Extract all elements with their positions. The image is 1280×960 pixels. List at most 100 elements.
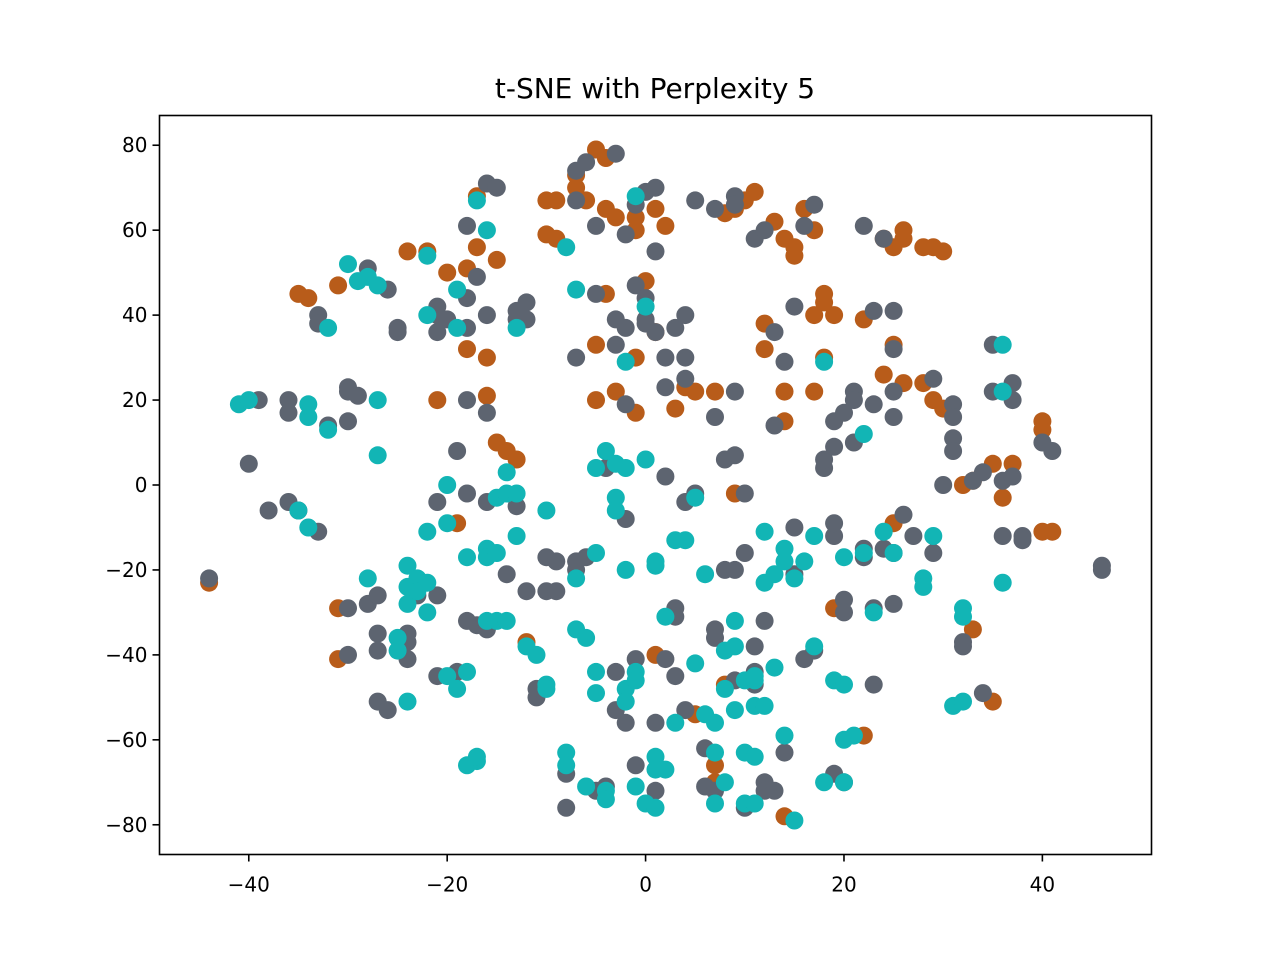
data-point-series-1	[656, 216, 675, 235]
data-point-series-3	[299, 518, 318, 537]
data-point-series-3	[745, 794, 764, 813]
y-tick-label: −60	[105, 728, 147, 752]
data-point-series-2	[646, 781, 665, 800]
data-point-series-2	[567, 191, 586, 210]
data-point-series-1	[706, 756, 724, 775]
data-point-series-1	[825, 306, 844, 325]
data-point-series-2	[428, 323, 447, 342]
data-point-series-3	[755, 696, 774, 715]
x-tick-label: 20	[831, 873, 856, 897]
data-point-series-3	[775, 726, 794, 745]
data-point-series-1	[467, 238, 486, 257]
data-point-series-2	[458, 484, 476, 503]
data-point-series-2	[577, 153, 596, 172]
data-point-series-3	[587, 459, 605, 477]
data-point-series-3	[388, 641, 407, 660]
data-point-series-3	[755, 522, 774, 541]
data-point-series-1	[1043, 522, 1062, 541]
data-point-series-2	[686, 191, 705, 210]
data-point-series-3	[507, 484, 526, 503]
data-point-series-2	[993, 527, 1012, 545]
data-point-series-2	[378, 701, 397, 720]
x-axis: −40 −20 0 20 40	[228, 854, 1055, 897]
data-point-series-1	[477, 386, 496, 405]
data-point-series-3	[596, 790, 615, 809]
data-point-series-3	[954, 607, 972, 626]
data-point-series-1	[438, 263, 457, 282]
data-point-series-1	[487, 250, 506, 269]
data-point-series-3	[577, 628, 596, 647]
data-point-series-3	[438, 476, 457, 494]
data-point-series-2	[785, 518, 804, 537]
data-point-series-2	[835, 603, 853, 622]
data-point-series-1	[329, 276, 348, 295]
data-point-series-3	[785, 811, 804, 830]
data-point-series-2	[706, 408, 724, 426]
y-axis: −80 −60 −40 −20 0 20 40 60 80	[105, 133, 160, 837]
data-point-series-2	[825, 514, 844, 533]
data-point-series-3	[666, 713, 685, 732]
data-point-series-3	[567, 280, 586, 299]
data-point-series-2	[785, 297, 804, 316]
data-point-series-2	[676, 701, 695, 720]
data-point-series-3	[745, 667, 764, 686]
data-point-series-3	[854, 425, 873, 443]
data-point-series-3	[835, 548, 853, 567]
data-point-series-3	[775, 552, 794, 571]
data-point-series-3	[448, 679, 467, 698]
data-point-series-1	[1033, 412, 1052, 431]
data-point-series-3	[775, 539, 794, 558]
data-point-series-2	[616, 225, 635, 244]
x-tick-label: −20	[426, 873, 468, 897]
data-point-series-3	[874, 522, 893, 541]
data-point-series-2	[368, 586, 387, 605]
data-point-series-2	[765, 323, 784, 342]
data-point-series-2	[656, 348, 675, 367]
data-point-series-3	[725, 611, 744, 630]
data-point-series-1	[507, 450, 526, 469]
data-point-series-3	[398, 692, 417, 711]
data-point-series-2	[676, 306, 695, 325]
data-point-series-2	[775, 743, 794, 762]
data-point-series-3	[616, 560, 635, 579]
data-point-series-2	[775, 352, 794, 371]
data-point-series-2	[348, 386, 367, 405]
data-point-series-2	[825, 437, 844, 456]
data-point-series-2	[368, 641, 387, 660]
data-point-series-2	[1043, 442, 1062, 460]
data-point-series-3	[497, 463, 516, 482]
x-tick-label: 40	[1030, 873, 1055, 897]
data-point-series-1	[567, 178, 586, 197]
data-point-series-2	[954, 637, 972, 656]
data-point-series-3	[577, 777, 596, 796]
data-point-series-3	[805, 527, 824, 545]
data-point-series-2	[805, 195, 824, 214]
data-point-series-3	[368, 446, 387, 465]
data-point-series-2	[458, 216, 476, 235]
data-point-series-2	[676, 348, 695, 367]
data-point-series-3	[706, 794, 724, 813]
data-point-series-3	[884, 544, 903, 562]
data-point-series-2	[835, 403, 853, 422]
data-point-series-2	[448, 442, 467, 460]
data-point-series-3	[656, 760, 675, 779]
data-point-series-3	[388, 628, 407, 647]
data-point-series-3	[656, 607, 675, 626]
data-point-series-3	[795, 552, 814, 571]
data-point-series-2	[477, 306, 496, 325]
data-point-series-1	[477, 348, 496, 367]
data-point-series-2	[279, 403, 298, 422]
data-point-series-3	[805, 637, 824, 656]
data-point-series-1	[805, 382, 824, 401]
data-point-series-3	[706, 743, 724, 762]
data-point-series-3	[626, 187, 645, 206]
data-point-series-3	[507, 318, 526, 337]
data-point-series-2	[507, 497, 526, 516]
data-point-series-2	[904, 527, 923, 545]
data-point-series-2	[825, 527, 844, 545]
data-point-series-3	[398, 556, 417, 575]
data-point-series-3	[398, 594, 417, 613]
data-point-series-3	[557, 756, 576, 775]
data-point-series-3	[993, 382, 1012, 401]
data-point-series-3	[646, 552, 665, 571]
